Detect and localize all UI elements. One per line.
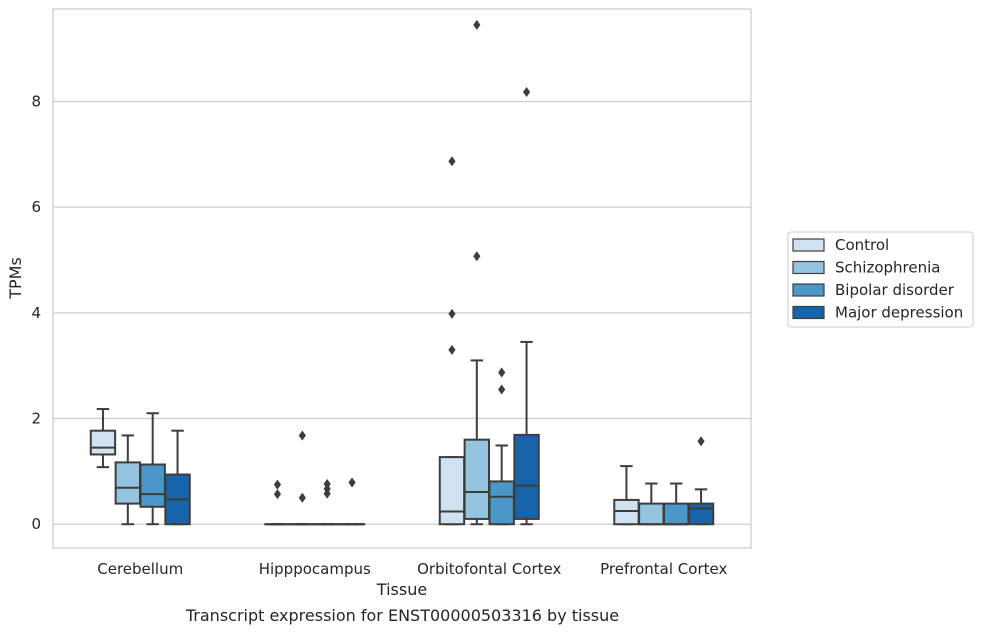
y-tick-label-0: 0 — [31, 515, 41, 533]
box-3-0 — [613, 465, 640, 526]
legend-swatch-1 — [792, 260, 825, 275]
box-1-0 — [264, 479, 291, 526]
box-1-2 — [313, 479, 341, 526]
outlier-point-1 — [473, 19, 481, 30]
y-axis-label: TPMs — [6, 257, 25, 300]
outlier-point-0 — [473, 251, 481, 262]
x-axis-label: Tissue — [376, 580, 427, 599]
outlier-point-1 — [498, 367, 506, 378]
box-body — [438, 456, 466, 526]
outlier-point-1 — [298, 430, 306, 441]
box-2-3 — [513, 86, 540, 526]
outlier-point-1 — [273, 479, 282, 490]
box-1-1 — [289, 430, 316, 526]
box-body — [638, 502, 665, 526]
y-tick-label-4: 8 — [31, 92, 41, 110]
outlier-point-0 — [697, 436, 705, 447]
box-0-2 — [139, 412, 166, 526]
plot-frame — [52, 8, 752, 549]
x-tick-label-2: Orbitofontal Cortex — [417, 560, 561, 578]
outlier-point-2 — [323, 479, 331, 490]
y-tick-label-3: 6 — [31, 198, 41, 216]
y-tick-labels: 0 2 4 6 8 — [31, 92, 41, 533]
box-body — [662, 502, 690, 526]
x-tick-label-3: Prefrontal Cortex — [600, 560, 727, 578]
box-0-1 — [114, 434, 142, 526]
box-0-0 — [89, 408, 117, 469]
legend-frame — [787, 231, 974, 328]
box-body — [89, 429, 117, 456]
box-3-2 — [662, 482, 690, 526]
box-body — [488, 480, 515, 526]
box-body — [114, 461, 142, 505]
x-tick-labels: Cerebellum Hipppocampus Orbitofontal Corte… — [97, 560, 727, 578]
box-3-3 — [687, 436, 715, 526]
box-2-2 — [488, 367, 515, 526]
plot-boxes — [89, 19, 715, 526]
box-body — [687, 502, 715, 526]
figure-caption: Transcript expression for ENST0000050331… — [185, 606, 620, 625]
outlier-point-0 — [448, 344, 456, 355]
x-tick-label-0: Cerebellum — [97, 560, 183, 578]
box-body — [613, 498, 640, 526]
outlier-point-0 — [522, 86, 531, 97]
grid-lines — [53, 100, 751, 525]
box-2-0 — [438, 156, 466, 526]
box-body — [463, 438, 491, 520]
outlier-point-1 — [448, 308, 456, 319]
legend-swatch-0 — [792, 238, 825, 252]
legend-swatch-3 — [792, 305, 825, 320]
outlier-point-0 — [273, 489, 282, 500]
legend-label-1: Schizophrenia — [835, 259, 940, 277]
outlier-point-0 — [298, 492, 306, 503]
outlier-point-0 — [498, 384, 506, 395]
legend-label-0: Control — [835, 236, 889, 254]
legend-label-3: Major depression — [835, 304, 963, 322]
outlier-point-0 — [348, 477, 356, 488]
y-tick-label-2: 4 — [31, 304, 41, 322]
legend-label-2: Bipolar disorder — [835, 281, 955, 299]
box-3-1 — [638, 482, 665, 526]
y-tick-label-1: 2 — [31, 410, 41, 428]
box-body — [513, 433, 540, 520]
box-0-3 — [164, 429, 191, 526]
box-2-1 — [463, 19, 491, 526]
legend-swatch-2 — [792, 283, 825, 297]
x-tick-label-1: Hipppocampus — [259, 560, 371, 578]
box-1-3 — [338, 477, 366, 526]
box-body — [139, 463, 166, 508]
legend: Control Schizophrenia Bipolar disorder Majo… — [787, 231, 974, 328]
outlier-point-2 — [448, 156, 456, 167]
